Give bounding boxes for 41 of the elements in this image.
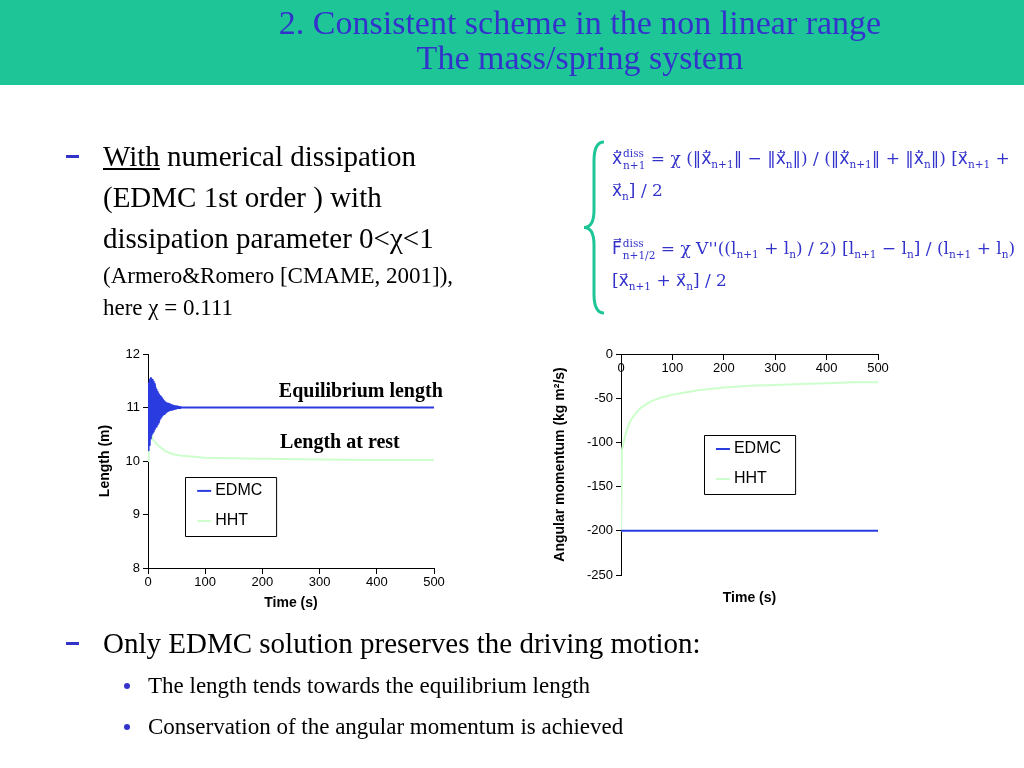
x-axis-title: Time (s): [722, 588, 777, 605]
y-tick-label: 0: [605, 345, 613, 361]
y-tick-label: 10: [125, 452, 140, 468]
y-axis-title: Angular momentum (kg m²/s): [551, 367, 568, 562]
y-axis-title: Length (m): [96, 424, 113, 498]
x-tick-label: 500: [423, 574, 445, 590]
text: Only EDMC solution preserves the driving motion:: [103, 626, 702, 661]
legend-label: HHT: [215, 511, 249, 529]
legend-label: EDMC: [215, 481, 263, 499]
annotation: Length at rest: [280, 430, 401, 454]
y-tick-label: 9: [132, 506, 140, 522]
x-tick-label: 100: [661, 360, 684, 376]
x-axis-title: Time (s): [264, 593, 318, 610]
x-tick-label: 100: [194, 574, 217, 590]
text: ẋ⃗$^{diss}$$_{n+1}$ = χ (‖ẋ⃗$_{n+1}$‖ − ‖ẋ⃗$_{n}$‖) / (‖ẋ⃗$_{n+1}$‖ + ‖ẋ⃗$_{n}$‖) [x⃗$_{n+1}$ + x⃗$_{n}$] / 2: [612, 147, 1010, 203]
y-tick-label: -50: [594, 389, 613, 405]
x-tick-label: 300: [764, 360, 787, 376]
text: F⃗$^{diss}$$_{n+1/2}$ = χ V''((l$_{n+1}$ + l$_{n}$) / 2) [l$_{n+1}$ − l$_{n}$] / (l$_{n+1}$ + l$_{n}$) [x⃗$_{n+1}$ + x⃗$_{n}$] / 2: [612, 237, 1016, 293]
legend-label: HHT: [733, 469, 768, 487]
text: 2. Consistent scheme in the non linear range: [277, 4, 883, 41]
y-tick-label: -250: [586, 566, 613, 582]
y-tick-label: -200: [586, 522, 613, 538]
x-tick-label: 500: [867, 360, 889, 376]
x-tick-label: 0: [144, 574, 152, 590]
legend-label: EDMC: [733, 439, 782, 457]
y-tick-label: -150: [586, 478, 613, 494]
text: (Armero&Romero [CMAME, 2001]), here χ = 0.111: [103, 262, 455, 322]
text: The length tends towards the equilibrium length: [148, 672, 592, 700]
x-tick-label: 200: [712, 360, 735, 376]
annotation: Equilibrium length: [278, 378, 443, 402]
text: Conservation of the angular momentum is achieved: [148, 713, 625, 741]
y-tick-label: 11: [126, 399, 140, 415]
y-tick-label: -100: [586, 433, 613, 449]
y-tick-label: 8: [132, 559, 140, 575]
x-tick-label: 400: [365, 574, 388, 590]
x-tick-label: 200: [251, 574, 274, 590]
y-tick-label: 12: [125, 345, 140, 361]
text: With numerical dissipation (EDMC 1st order ) with dissipation parameter 0<χ<1: [103, 139, 435, 256]
text: The mass/spring system: [415, 39, 745, 76]
x-tick-label: 300: [308, 574, 331, 590]
x-tick-label: 400: [815, 360, 838, 376]
